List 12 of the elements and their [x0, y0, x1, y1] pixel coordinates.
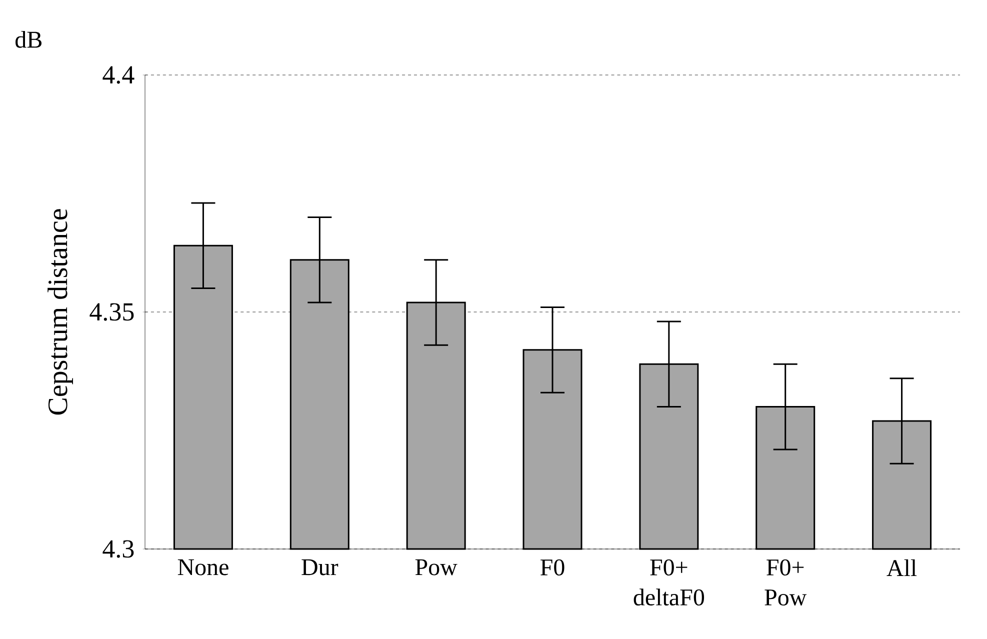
x-tick-label: Pow	[415, 559, 458, 576]
y-tick-label: 4.35	[90, 303, 134, 321]
x-tick-label: F0+ deltaF0	[634, 559, 704, 606]
x-tick-label: Dur	[302, 559, 338, 576]
x-tick-label: F0	[540, 559, 564, 576]
x-tick-label: None	[178, 559, 228, 576]
y-tick-label: 4.4	[102, 66, 134, 84]
x-tick-label: F0+ Pow	[764, 559, 807, 606]
y-tick-label: 4.3	[102, 540, 134, 558]
y-axis-title: Cepstrum distance	[48, 209, 73, 415]
x-tick-label: All	[886, 559, 917, 576]
text: dB	[16, 30, 42, 48]
